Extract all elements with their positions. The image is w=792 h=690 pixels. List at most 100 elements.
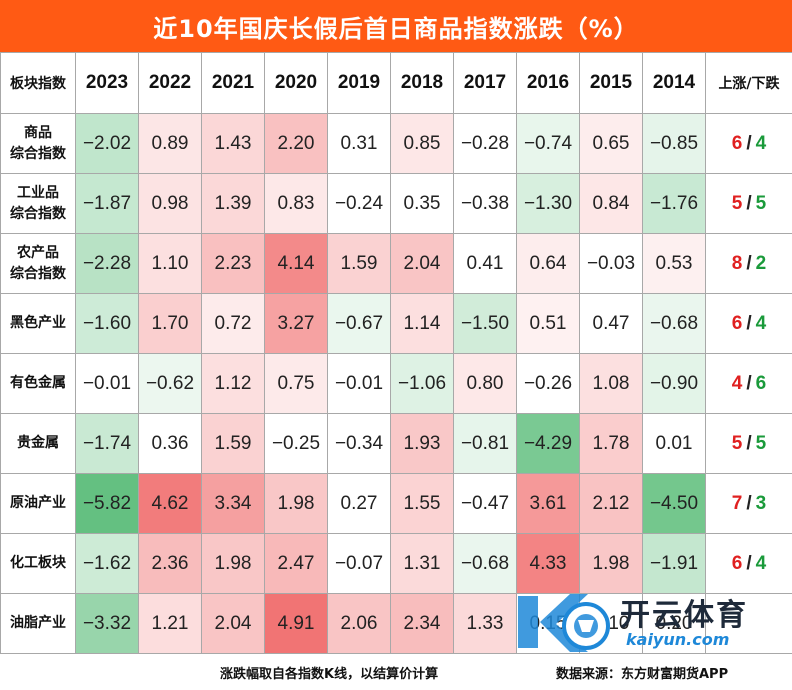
data-cell: −1.30 (517, 174, 580, 234)
data-cell: 0.20 (643, 594, 706, 654)
data-cell: 3.61 (517, 474, 580, 534)
data-cell: 2.23 (202, 234, 265, 294)
down-count: 4 (756, 313, 767, 334)
data-cell: −1.60 (76, 294, 139, 354)
updown-slash: / (746, 373, 751, 394)
updown-slash: / (746, 493, 751, 514)
data-cell: 1.93 (391, 414, 454, 474)
data-cell: 4.62 (139, 474, 202, 534)
data-cell: −0.01 (76, 354, 139, 414)
down-count: 4 (756, 133, 767, 154)
data-cell: 1.12 (202, 354, 265, 414)
data-cell: 0.83 (265, 174, 328, 234)
data-cell: 2.20 (265, 114, 328, 174)
updown-cell: 5/5 (706, 414, 792, 474)
column-header: 2016 (517, 53, 580, 114)
data-cell: −0.38 (454, 174, 517, 234)
data-cell: −0.47 (454, 474, 517, 534)
data-cell: 0.89 (139, 114, 202, 174)
data-cell: 1.43 (202, 114, 265, 174)
column-header: 2021 (202, 53, 265, 114)
data-cell: 1.70 (139, 294, 202, 354)
data-cell: 1.59 (328, 234, 391, 294)
row-label-line: 黑色产业 (1, 313, 75, 334)
data-cell: −0.68 (643, 294, 706, 354)
row-label-line: 综合指数 (1, 144, 75, 165)
updown-cell: 4/6 (706, 354, 792, 414)
data-cell: −1.87 (76, 174, 139, 234)
updown-cell (706, 594, 792, 654)
row-label: 油脂产业 (1, 594, 76, 654)
row-label-line: 有色金属 (1, 373, 75, 394)
data-cell: −1.50 (454, 294, 517, 354)
up-count: 6 (732, 313, 743, 334)
data-cell: 1.08 (580, 354, 643, 414)
data-cell: 1.55 (391, 474, 454, 534)
data-cell: −0.85 (643, 114, 706, 174)
column-header: 2022 (139, 53, 202, 114)
chart-title: 近10年国庆长假后首日商品指数涨跌（%） (0, 0, 792, 52)
data-cell: 1.14 (391, 294, 454, 354)
data-cell: 0.27 (328, 474, 391, 534)
down-count: 6 (756, 373, 767, 394)
data-cell: 2.36 (139, 534, 202, 594)
data-cell: 1.39 (202, 174, 265, 234)
row-label-line: 综合指数 (1, 264, 75, 285)
row-label: 黑色产业 (1, 294, 76, 354)
data-cell: 1.78 (580, 414, 643, 474)
data-cell: 0.47 (580, 294, 643, 354)
row-label-line: 贵金属 (1, 433, 75, 454)
data-cell: −0.74 (517, 114, 580, 174)
up-count: 4 (732, 373, 743, 394)
down-count: 2 (756, 253, 767, 274)
data-cell: −5.82 (76, 474, 139, 534)
data-cell: 0.84 (580, 174, 643, 234)
data-cell: 2.47 (265, 534, 328, 594)
data-cell: 0.72 (202, 294, 265, 354)
data-cell: −0.62 (139, 354, 202, 414)
updown-slash: / (746, 133, 751, 154)
footer-source: 数据来源：东方财富期货APP (556, 663, 728, 682)
data-cell: 1.59 (202, 414, 265, 474)
footer: 涨跌幅取自各指数K线，以结算价计算 数据来源：东方财富期货APP (0, 653, 792, 690)
updown-cell: 6/4 (706, 294, 792, 354)
data-cell: −0.01 (328, 354, 391, 414)
column-header: 2020 (265, 53, 328, 114)
data-cell: −0.07 (328, 534, 391, 594)
down-count: 5 (756, 433, 767, 454)
corner-label: 板块指数 (1, 53, 76, 114)
column-header: 2019 (328, 53, 391, 114)
updown-slash: / (746, 553, 751, 574)
row-label: 原油产业 (1, 474, 76, 534)
data-cell: −3.32 (76, 594, 139, 654)
data-cell: 3.27 (265, 294, 328, 354)
data-cell: 0.35 (391, 174, 454, 234)
row-label: 化工板块 (1, 534, 76, 594)
data-cell: 0.85 (391, 114, 454, 174)
data-cell: −0.67 (328, 294, 391, 354)
data-cell: 0.36 (139, 414, 202, 474)
data-cell: 0.53 (643, 234, 706, 294)
data-cell: 1.10 (139, 234, 202, 294)
data-cell: −2.28 (76, 234, 139, 294)
row-label-line: 原油产业 (1, 493, 75, 514)
updown-slash: / (746, 433, 751, 454)
footer-note: 涨跌幅取自各指数K线，以结算价计算 (220, 663, 438, 682)
data-cell: 4.14 (265, 234, 328, 294)
data-cell: −0.24 (328, 174, 391, 234)
data-cell: −4.29 (517, 414, 580, 474)
data-cell: 0.64 (517, 234, 580, 294)
header-row: 板块指数 2023 2022 2021 2020 2019 2018 2017 … (1, 53, 792, 114)
data-cell: 0.80 (454, 354, 517, 414)
data-cell: −1.76 (643, 174, 706, 234)
data-cell: −1.06 (391, 354, 454, 414)
data-cell: 4.91 (265, 594, 328, 654)
data-cell: −1.74 (76, 414, 139, 474)
data-cell: −4.50 (643, 474, 706, 534)
updown-slash: / (746, 313, 751, 334)
